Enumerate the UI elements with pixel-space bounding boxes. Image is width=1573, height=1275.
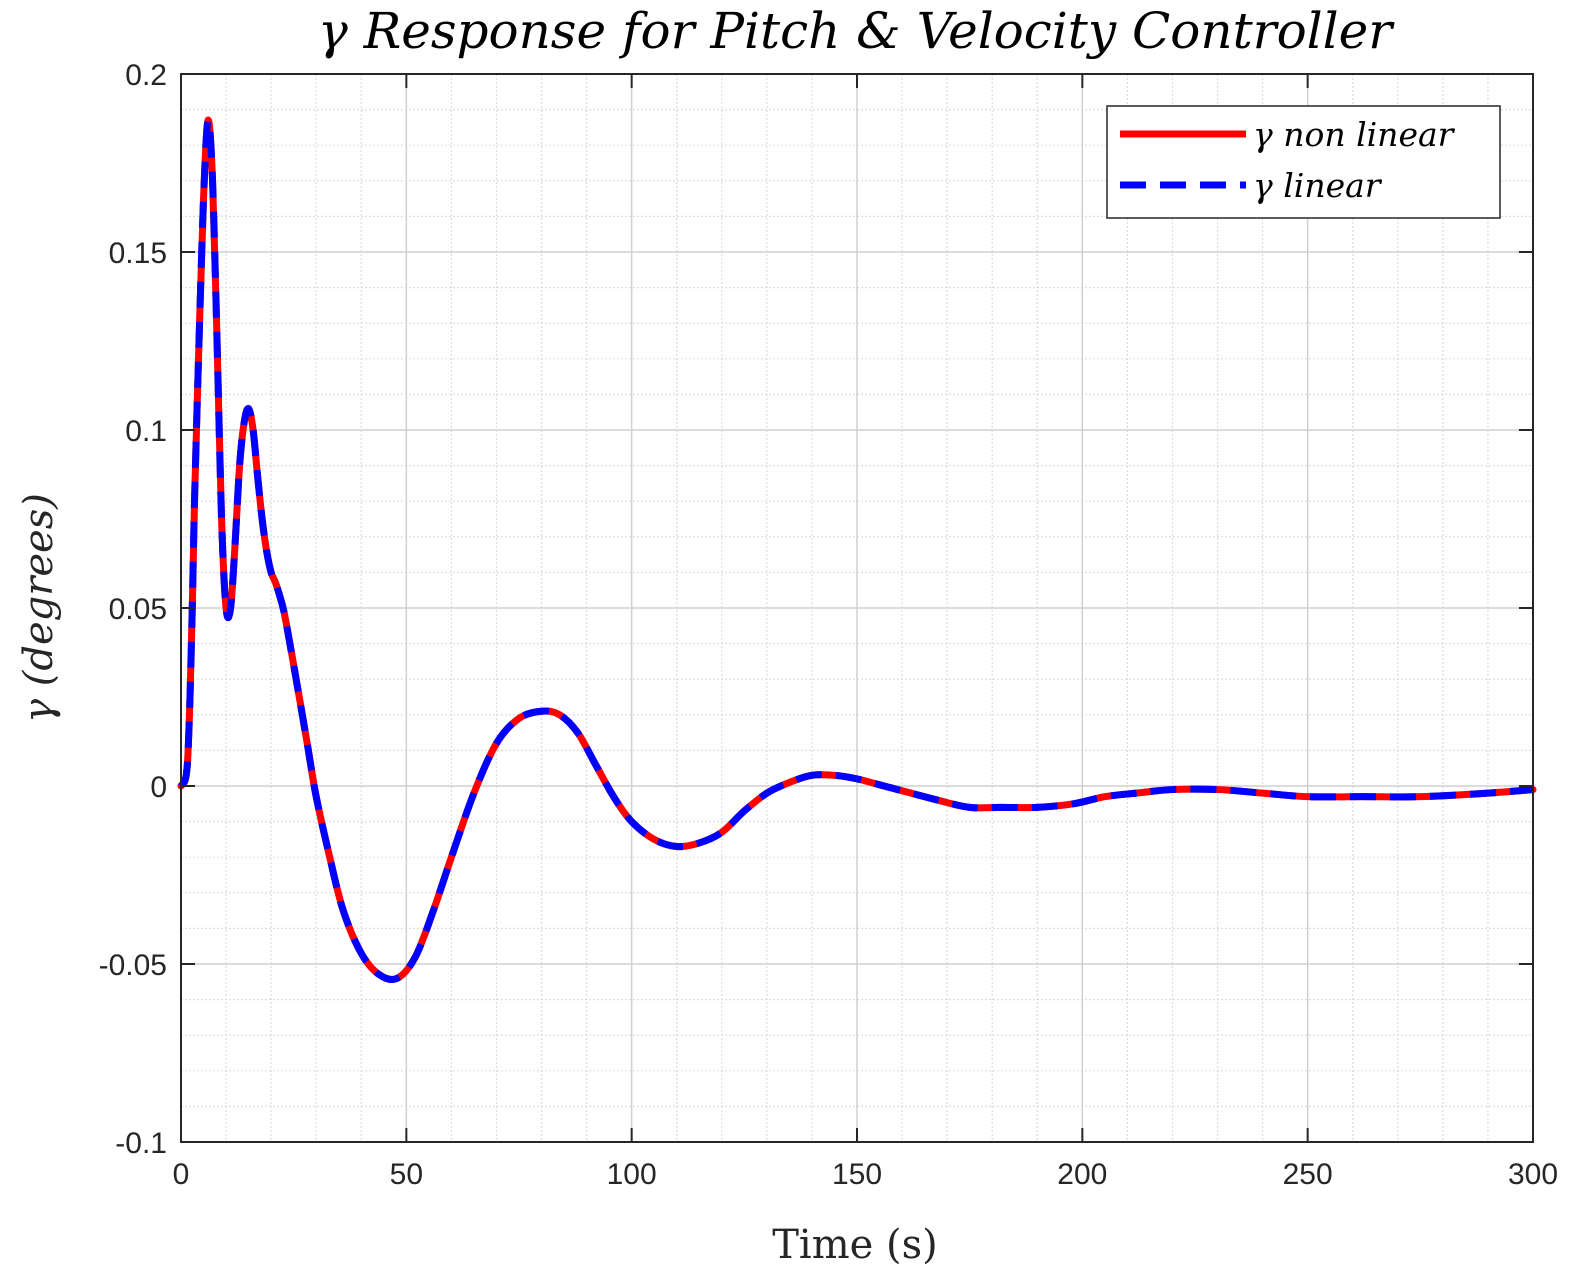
- y-tick-label: 0.05: [109, 593, 167, 626]
- y-tick-label: 0: [150, 771, 167, 804]
- x-tick-label: 150: [832, 1158, 882, 1191]
- y-tick-label: -0.1: [115, 1127, 167, 1160]
- tick-labels: 0 50 100 150 200 250 300 -0.1 -0.05 0 0.05 0.1 0.15 0…: [99, 59, 1558, 1191]
- axis-ticks: [180, 73, 1534, 1143]
- x-tick-label: 300: [1508, 1158, 1558, 1191]
- y-tick-label: 0.15: [109, 237, 167, 270]
- legend-box: [1106, 105, 1501, 219]
- y-tick-label: 0.2: [125, 59, 167, 92]
- legend-label-nonlinear: γ non linear: [1253, 115, 1456, 154]
- x-tick-label: 0: [173, 1158, 190, 1191]
- x-axis-label: Time (s): [772, 1222, 938, 1268]
- x-tick-label: 250: [1283, 1158, 1333, 1191]
- series-layer: [177, 116, 1537, 984]
- y-tick-label: -0.05: [99, 949, 167, 982]
- legend-label-linear: γ linear: [1253, 166, 1383, 205]
- x-tick-label: 50: [390, 1158, 423, 1191]
- chart-title: γ Response for Pitch & Velocity Controll…: [318, 2, 1395, 60]
- series-line-linear: [178, 116, 1534, 984]
- x-tick-label: 200: [1057, 1158, 1107, 1191]
- y-tick-label: 0.1: [125, 415, 167, 448]
- y-axis-label: γ (degrees): [16, 493, 62, 723]
- legend: γ non linear γ linear: [1106, 105, 1501, 219]
- x-tick-label: 100: [607, 1158, 657, 1191]
